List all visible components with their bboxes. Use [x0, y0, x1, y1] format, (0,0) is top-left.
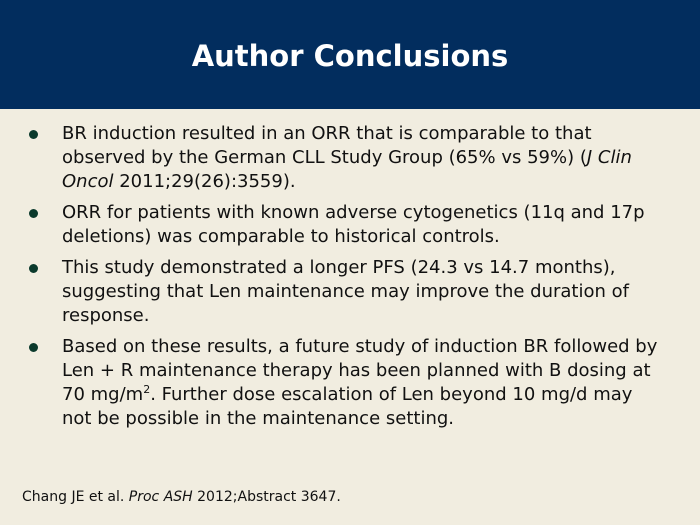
text-run: 2011;29(26):3559). [113, 171, 296, 192]
text-run: 2012;Abstract 3647. [192, 489, 341, 505]
bullet-item: BR induction resulted in an ORR that is … [29, 122, 664, 194]
text-run: ORR for patients with known adverse cyto… [62, 202, 645, 247]
bullet-item: This study demonstrated a longer PFS (24… [29, 256, 664, 328]
bullet-item: ORR for patients with known adverse cyto… [29, 201, 664, 249]
italic-text: Proc ASH [128, 489, 193, 505]
bullet-item: Based on these results, a future study o… [29, 335, 664, 431]
text-run: Chang JE et al. [22, 489, 129, 505]
text-run: This study demonstrated a longer PFS (24… [62, 257, 629, 326]
citation: Chang JE et al. Proc ASH 2012;Abstract 3… [22, 487, 341, 507]
slide-title: Author Conclusions [191, 39, 509, 73]
text-run: BR induction resulted in an ORR that is … [62, 123, 592, 168]
header-bar: Author Conclusions [0, 0, 700, 109]
superscript: 2 [143, 383, 151, 396]
bullet-list: BR induction resulted in an ORR that is … [0, 122, 700, 438]
italic-text: J Clin Oncol [62, 147, 632, 192]
text-run: . Further dose escalation of Len beyond … [62, 384, 633, 429]
text-run: Based on these results, a future study o… [62, 336, 658, 405]
